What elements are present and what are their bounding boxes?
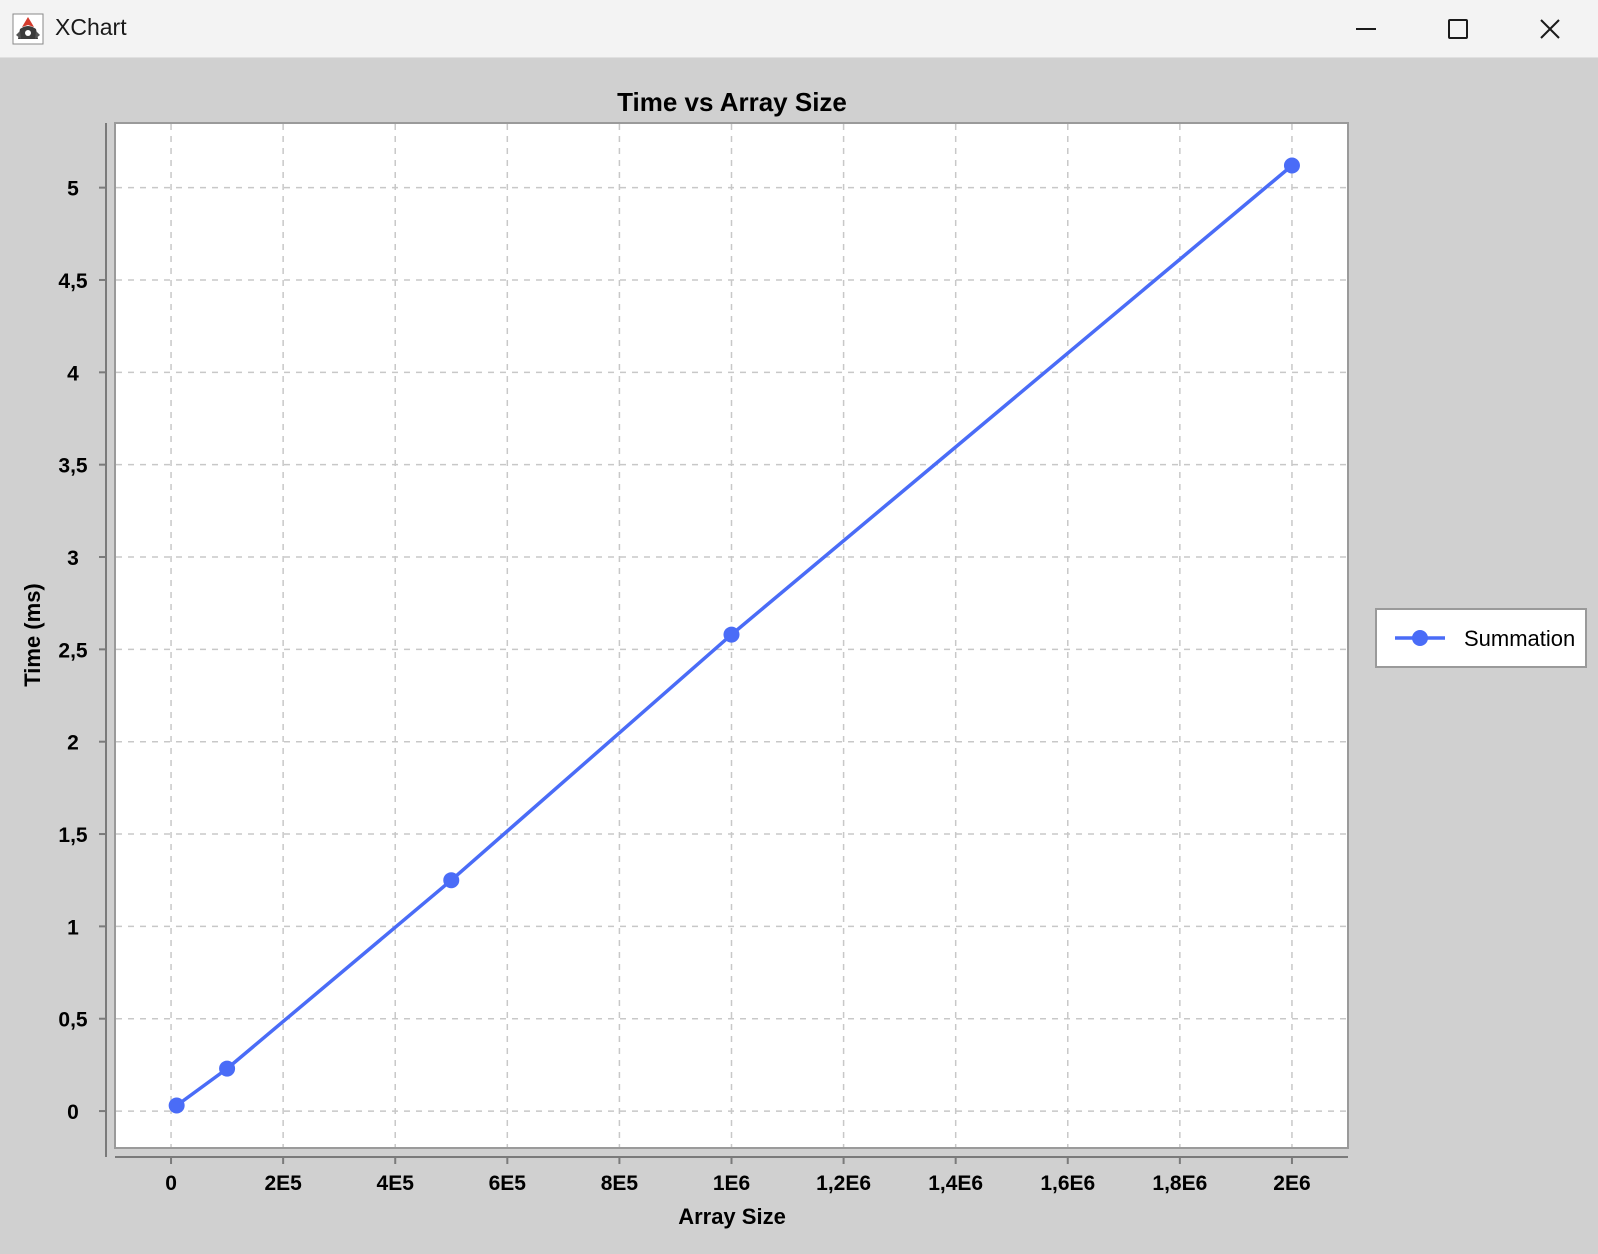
y-tick-label: 4,5 (58, 270, 88, 293)
legend-label: Summation (1464, 626, 1575, 651)
y-tick-label: 1 (67, 916, 79, 939)
title-bar[interactable]: XChart (0, 0, 1598, 58)
x-tick-label: 1,4E6 (928, 1172, 983, 1195)
java-duke-icon (12, 13, 44, 45)
close-icon (1540, 18, 1560, 39)
y-tick-label: 0,5 (58, 1009, 88, 1032)
grid-lines (116, 124, 1347, 1147)
y-tick-label: 2 (67, 732, 79, 755)
x-tick-label: 4E5 (377, 1172, 415, 1195)
y-tick-label: 5 (67, 178, 79, 201)
y-tick-label: 3,5 (58, 455, 88, 478)
x-tick-label: 1E6 (713, 1172, 750, 1195)
x-tick-label: 1,2E6 (816, 1172, 871, 1195)
y-tick-label: 4 (67, 362, 79, 385)
data-point (1283, 157, 1300, 174)
data-point (219, 1060, 236, 1077)
x-tick-label: 2E5 (264, 1172, 302, 1195)
data-point (168, 1097, 185, 1114)
legend-marker-swatch (1412, 630, 1428, 646)
maximize-icon (1448, 18, 1468, 39)
x-tick-label: 0 (165, 1172, 177, 1195)
minimize-icon (1356, 27, 1376, 30)
y-axis-title: Time (ms) (20, 583, 45, 687)
series-layer (168, 157, 1300, 1114)
x-tick-label: 1,6E6 (1040, 1172, 1095, 1195)
line-chart: Time vs Array Size 0 2E5 4E5 6E5 8E5 1E6 1,2E6… (20, 87, 1587, 1229)
y-tick-label: 3 (67, 547, 79, 570)
x-axis-title: Array Size (678, 1204, 786, 1229)
x-tick-label: 6E5 (489, 1172, 527, 1195)
data-point (443, 872, 460, 889)
x-tick-label: 1,8E6 (1152, 1172, 1207, 1195)
maximize-button[interactable] (1412, 0, 1504, 57)
y-tick-label: 0 (67, 1101, 79, 1124)
y-tick-label: 1,5 (58, 824, 88, 847)
legend: Summation (1375, 608, 1587, 668)
data-point (723, 626, 740, 643)
x-tick-label: 8E5 (601, 1172, 639, 1195)
y-tick-label: 2,5 (58, 639, 88, 662)
y-axis-ticks: 0 0,5 1 1,5 2 2,5 3 3,5 4 4,5 5 (58, 178, 106, 1124)
close-button[interactable] (1504, 0, 1596, 57)
x-axis-ticks: 0 2E5 4E5 6E5 8E5 1E6 1,2E6 1,4E6 1,6E6 1,8E6 2E6 (165, 1157, 1311, 1195)
chart-area: Time vs Array Size 0 2E5 4E5 6E5 8E5 1E6 1,2E6… (0, 57, 1598, 1254)
x-tick-label: 2E6 (1273, 1172, 1310, 1195)
window-title: XChart (55, 14, 127, 40)
minimize-button[interactable] (1320, 0, 1412, 57)
chart-title: Time vs Array Size (617, 87, 847, 117)
